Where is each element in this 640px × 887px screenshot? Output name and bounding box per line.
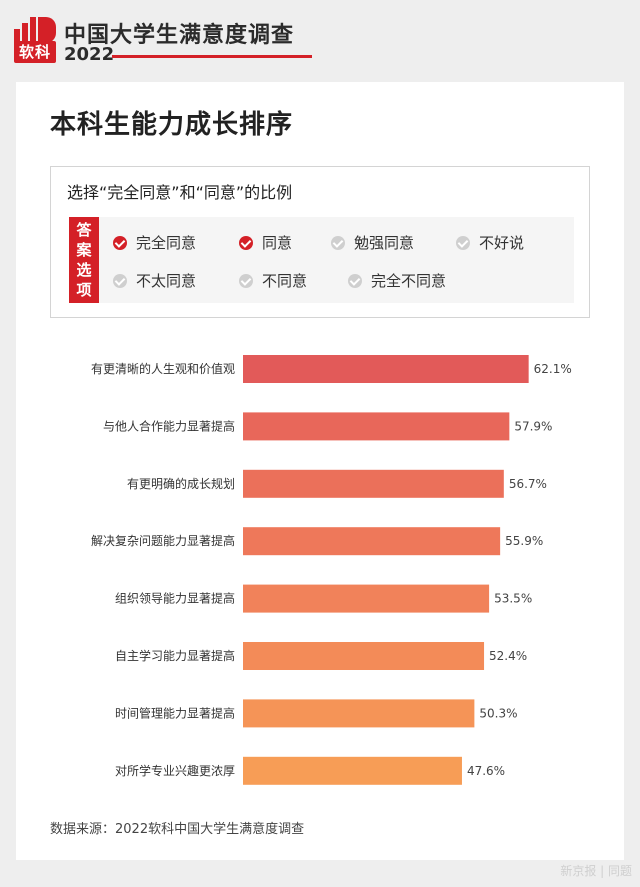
option-label: 不好说 bbox=[479, 234, 525, 252]
check-icon bbox=[331, 235, 345, 250]
option-label: 同意 bbox=[262, 234, 293, 252]
check-icon bbox=[239, 273, 253, 288]
header: 软科 中国大学生满意度调查 2022 bbox=[0, 0, 640, 80]
answer-filter-panel: 选择“完全同意”和“同意”的比例 答 案 选 项 完全同意 同意 勉强同意 不好… bbox=[50, 166, 590, 318]
logo-bars-icon bbox=[14, 17, 56, 43]
check-icon bbox=[113, 235, 127, 250]
option-barely-agree[interactable]: 勉强同意 bbox=[331, 232, 414, 253]
check-icon bbox=[239, 235, 253, 250]
content-card: 本科生能力成长排序 选择“完全同意”和“同意”的比例 答 案 选 项 完全同意 … bbox=[16, 82, 624, 860]
answer-options-tag: 答 案 选 项 bbox=[69, 217, 99, 303]
answer-tag-char: 案 bbox=[76, 241, 92, 259]
option-label: 不太同意 bbox=[136, 272, 197, 290]
option-somewhat-disagree[interactable]: 不太同意 bbox=[113, 270, 196, 291]
data-source: 数据来源：2022软科中国大学生满意度调查 bbox=[50, 822, 305, 837]
logo-text: 软科 bbox=[14, 41, 56, 63]
shanghai-ranking-logo: 软科 bbox=[14, 17, 56, 63]
answer-tag-char: 答 bbox=[76, 221, 92, 239]
check-icon bbox=[348, 273, 362, 288]
option-not-sure[interactable]: 不好说 bbox=[456, 232, 524, 253]
option-label: 勉强同意 bbox=[354, 234, 415, 252]
option-fully-agree[interactable]: 完全同意 bbox=[113, 232, 196, 253]
check-icon bbox=[113, 273, 127, 288]
page-title: 本科生能力成长排序 bbox=[50, 110, 294, 140]
title-underline bbox=[112, 55, 312, 58]
watermark: 新京报 | 同题 bbox=[560, 864, 632, 878]
option-agree[interactable]: 同意 bbox=[239, 232, 292, 253]
survey-year: 2022 bbox=[64, 44, 115, 65]
option-label: 不同意 bbox=[262, 272, 308, 290]
filter-title: 选择“完全同意”和“同意”的比例 bbox=[67, 183, 293, 202]
option-label: 完全同意 bbox=[136, 234, 197, 252]
option-disagree[interactable]: 不同意 bbox=[239, 270, 307, 291]
option-fully-disagree[interactable]: 完全不同意 bbox=[348, 270, 446, 291]
option-label: 完全不同意 bbox=[371, 272, 447, 290]
answer-options: 完全同意 同意 勉强同意 不好说 不太同意 不同意 bbox=[99, 217, 574, 303]
check-icon bbox=[456, 235, 470, 250]
survey-title: 中国大学生满意度调查 bbox=[64, 23, 295, 48]
answer-tag-char: 选 bbox=[76, 261, 92, 279]
answer-tag-char: 项 bbox=[76, 281, 92, 299]
